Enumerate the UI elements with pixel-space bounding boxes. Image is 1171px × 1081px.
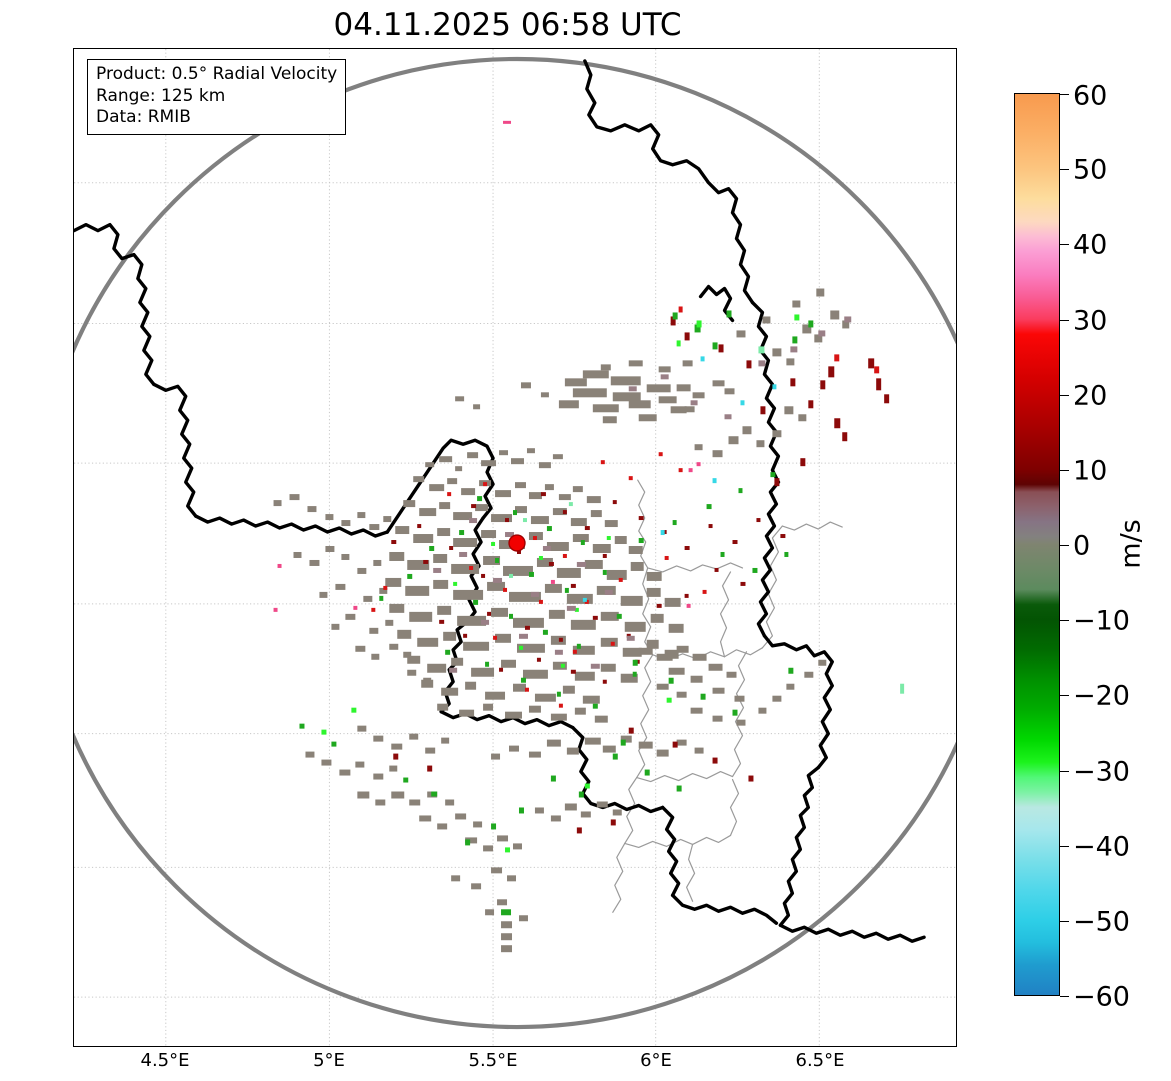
echo-scatter-cyan: [582, 356, 777, 602]
echo-scatter-green: [299, 310, 814, 916]
info-range: Range: 125 km: [96, 85, 226, 106]
echo-core: [385, 448, 684, 723]
info-box: Product: 0.5° Radial Velocity Range: 125…: [87, 59, 347, 135]
gridlines: [74, 49, 956, 1046]
echo-scatter-gray: [273, 288, 850, 953]
colorbar-tick-m60: [1060, 996, 1069, 997]
colorbar-ticklabel-40: 40: [1073, 229, 1108, 261]
colorbar-tick-m20: [1060, 695, 1069, 696]
colorbar-tick-m40: [1060, 846, 1069, 847]
colorbar-unit-label: m/s: [1115, 519, 1147, 569]
regional-borders: [612, 479, 843, 913]
echo-scatter-mint: [509, 346, 905, 694]
colorbar-ticklabel-50: 50: [1073, 154, 1108, 186]
colorbar-tick-50: [1060, 169, 1069, 170]
echo-scatter-pink: [273, 120, 701, 612]
colorbar-tick-40: [1060, 244, 1069, 245]
xtick-label-1: 5°E: [313, 1050, 345, 1071]
colorbar-tick-m50: [1060, 921, 1069, 922]
colorbar-ticklabel-10: 10: [1073, 455, 1108, 487]
colorbar-ticklabel-60: 60: [1073, 80, 1108, 112]
radar-map-axes[interactable]: Product: 0.5° Radial Velocity Range: 125…: [73, 48, 957, 1047]
colorbar-ticklabel-m40: −40: [1073, 831, 1130, 863]
colorbar-ticklabel-m20: −20: [1073, 680, 1130, 712]
colorbar-ticklabel-m30: −30: [1073, 756, 1130, 788]
colorbar-tick-20: [1060, 395, 1069, 396]
colorbar-tick-60: [1060, 94, 1069, 95]
xtick-label-4: 6.5°E: [795, 1050, 845, 1071]
radar-site-marker: [508, 534, 526, 552]
colorbar-ticklabel-30: 30: [1073, 305, 1108, 337]
colorbar-tick-10: [1060, 470, 1069, 471]
echo-scatter-bright-green: [321, 314, 800, 853]
colorbar-tick-0: [1060, 545, 1069, 546]
xtick-label-3: 6°E: [640, 1050, 672, 1071]
map-canvas: [74, 49, 956, 1046]
colorbar[interactable]: [1014, 93, 1060, 996]
xtick-label-0: 4.5°E: [140, 1050, 190, 1071]
info-product: Product: 0.5° Radial Velocity: [96, 64, 338, 84]
colorbar-ticklabel-20: 20: [1073, 380, 1108, 412]
xtick-label-2: 5.5°E: [468, 1050, 518, 1071]
national-borders: [74, 59, 926, 943]
radar-echo-layer: [273, 120, 905, 953]
map-clip: Product: 0.5° Radial Velocity Range: 125…: [74, 49, 956, 1046]
colorbar-ticklabel-m50: −50: [1073, 906, 1130, 938]
colorbar-tick-30: [1060, 320, 1069, 321]
info-data: Data: RMIB: [96, 107, 191, 127]
page-title: 04.11.2025 06:58 UTC: [333, 7, 682, 43]
colorbar-ticklabel-0: 0: [1073, 530, 1091, 562]
colorbar-tick-m30: [1060, 771, 1069, 772]
colorbar-tick-m10: [1060, 620, 1069, 621]
colorbar-ticklabel-m10: −10: [1073, 605, 1130, 637]
colorbar-gradient: [1015, 94, 1059, 995]
range-ring: [74, 57, 956, 1029]
echo-scatter-mauve: [433, 316, 852, 673]
colorbar-ticklabel-m60: −60: [1073, 981, 1130, 1013]
